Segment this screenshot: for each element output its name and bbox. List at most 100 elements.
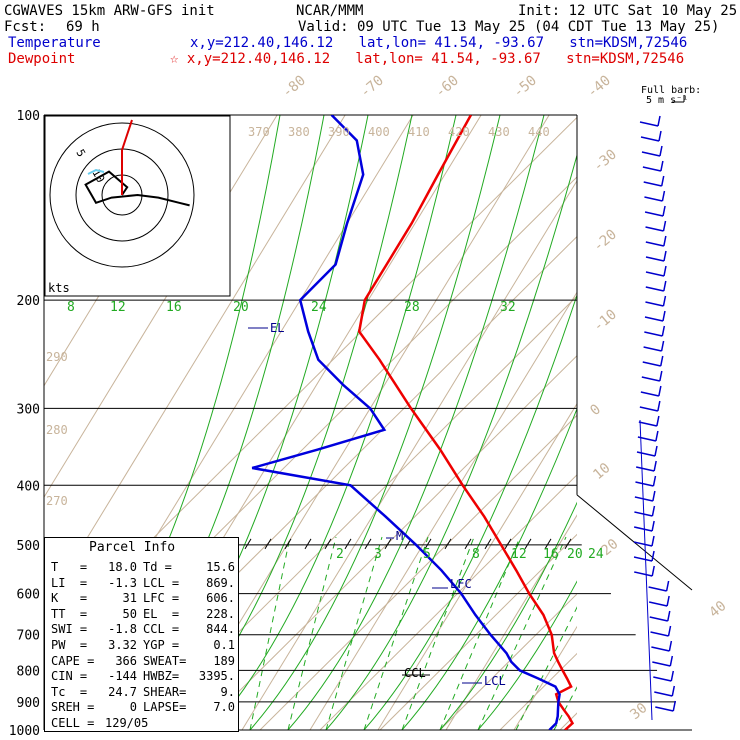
isotherm-label: -70 — [357, 73, 387, 102]
wind-barb — [644, 211, 664, 217]
wind-barb — [652, 661, 671, 667]
mixing-ratio-line — [401, 536, 475, 730]
isotherm-line — [650, 115, 740, 730]
parcel-info-row: Tc = 24.7 SHEAR= 9. — [51, 685, 237, 701]
wind-barb-flag — [666, 595, 670, 607]
wind-barb — [639, 406, 659, 412]
isotherm-line — [718, 115, 740, 730]
parcel-info-value: 50 — [122, 606, 137, 621]
moist-label-top: 28 — [404, 300, 420, 315]
isotherm-label: -80 — [279, 73, 309, 102]
parcel-info-key: SHEAR= — [143, 684, 187, 699]
parcel-info-value: 129/05 — [105, 715, 149, 730]
moist-adiabat — [211, 115, 457, 730]
wind-barb — [650, 631, 669, 637]
parcel-info-key: PW = — [51, 637, 88, 652]
theta-e-label: 370 — [248, 125, 270, 139]
isotherm-label: 30 — [627, 700, 650, 723]
parcel-info-key: LFC = — [143, 591, 180, 606]
isotherm-line — [513, 625, 577, 730]
parcel-info-row: SWI = -1.8 CCL = 844. — [51, 622, 237, 638]
moist-adiabat — [363, 293, 577, 730]
parcel-info-row: SREH = 0 LAPSE= 7.0 — [51, 700, 237, 716]
parcel-info-row: K = 31 LFC = 606. — [51, 591, 237, 607]
pressure-label: 600 — [17, 588, 40, 603]
wind-barb-flag — [659, 145, 663, 157]
hodograph-red-segment — [121, 119, 133, 195]
wind-barb-flag — [657, 400, 661, 412]
isotherm-line — [0, 115, 5, 730]
parcel-info-key: SREH = — [51, 700, 95, 715]
parcel-info-row: CAPE = 366 SWEAT= 189 — [51, 654, 237, 670]
mixing-ratio-line — [553, 686, 577, 730]
annotation-ccl: CCL — [404, 666, 426, 680]
wind-barb-flag — [657, 115, 661, 127]
parcel-info-row: TT = 50 EL = 228. — [51, 607, 237, 623]
parcel-info-value: -144 — [108, 669, 137, 684]
wind-barb — [645, 286, 664, 292]
mixing-ratio-grid — [59, 115, 577, 730]
annotation-lcl: LCL — [484, 674, 506, 688]
wind-barb — [643, 346, 662, 352]
isotherm-label: -60 — [432, 73, 462, 102]
parcel-info-value: 18.0 — [108, 560, 137, 574]
wind-barb — [640, 136, 660, 142]
mixing-ratio-line — [325, 536, 383, 730]
hatch-mark — [484, 538, 492, 550]
moist-adiabat — [287, 115, 545, 730]
temperature-trace — [251, 115, 561, 730]
theta-e-label: 400 — [368, 125, 390, 139]
wind-barb — [634, 496, 654, 502]
parcel-info-key: TT = — [51, 606, 88, 621]
wind-barb — [640, 391, 660, 397]
pressure-label: 1000 — [9, 724, 40, 739]
theta-e-label: 430 — [488, 125, 510, 139]
wind-barb — [639, 121, 659, 127]
annotation-lfc: LFC — [450, 577, 472, 591]
parcel-info-value: -1.3 — [108, 575, 137, 590]
isotherm-grid — [0, 115, 740, 730]
wind-barb-staff — [639, 419, 653, 721]
wind-barb — [644, 196, 663, 202]
hatch-mark — [244, 538, 252, 550]
mixing-label-bottom: 8 — [472, 547, 480, 562]
hatch-mark — [324, 538, 332, 550]
parcel-info-key: EL = — [143, 606, 180, 621]
parcel-info-title: Parcel Info — [89, 540, 176, 555]
mixing-ratio-line — [515, 606, 577, 730]
parcel-info-value: 606. — [206, 591, 235, 606]
parcel-info-key: LI = — [51, 575, 88, 590]
wind-barb-flag — [660, 340, 665, 352]
mixing-ratio-line — [439, 536, 521, 730]
moist-adiabat — [401, 407, 577, 730]
wind-barb-flag — [672, 700, 677, 712]
annotation-el: EL — [270, 321, 284, 335]
wind-barb — [634, 571, 653, 577]
hodograph-ring — [49, 122, 195, 268]
wind-barb-flag — [669, 655, 674, 667]
annotation-m: M — [396, 529, 403, 543]
wind-barb-flag — [652, 490, 656, 502]
parcel-info-value: 15.6 — [206, 560, 235, 574]
wind-barb — [642, 361, 661, 367]
parcel-info-key: Td = — [143, 560, 172, 574]
parcel-info-key: YGP = — [143, 637, 180, 652]
dewpoint-location: ☆ x,y=212.40,146.12 lat,lon= 41.54, -93.… — [170, 51, 685, 67]
wind-barb — [642, 166, 662, 172]
wind-barb — [645, 301, 664, 307]
parcel-info-row: CIN = -144 HWBZ= 3395. — [51, 669, 237, 685]
parcel-info-key: CELL = — [51, 715, 95, 730]
wind-barb — [633, 526, 653, 532]
mixing-ratio-line — [287, 536, 337, 730]
wind-barb-flag — [665, 580, 670, 592]
hatch-mark — [364, 538, 372, 550]
parcel-info-value: 0.1 — [213, 637, 235, 652]
wind-barb-flag — [658, 130, 662, 142]
wind-barb-flag — [655, 430, 659, 442]
wind-barb — [641, 376, 660, 382]
parcel-info-value: 844. — [206, 622, 235, 637]
isotherm-label: -30 — [590, 147, 620, 176]
moist-adiabat — [439, 501, 577, 730]
isotherm-line — [44, 115, 346, 610]
pressure-label: 700 — [17, 629, 40, 644]
